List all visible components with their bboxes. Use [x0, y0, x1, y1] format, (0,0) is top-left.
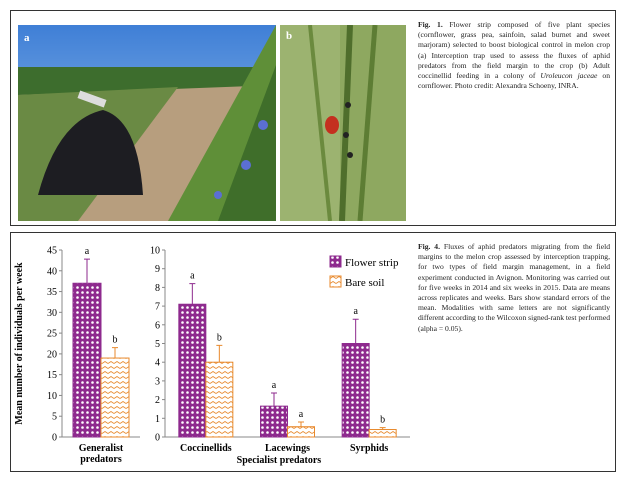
y-tick-label: 5: [52, 412, 57, 423]
error-bar: [352, 318, 359, 344]
legend-swatch: [329, 255, 342, 268]
y-tick-label: 45: [47, 246, 57, 257]
y-tick-label: 4: [155, 358, 160, 369]
y-tick-label: 1: [155, 414, 160, 425]
legend-swatch: [329, 275, 342, 288]
bar: [341, 343, 370, 438]
x-tick-label: Coccinellids: [179, 443, 232, 454]
significance-letter: a: [353, 306, 358, 317]
error-bar: [298, 421, 304, 427]
y-tick-label: 15: [47, 370, 57, 381]
significance-letter: a: [190, 271, 195, 282]
bar: [368, 429, 397, 438]
significance-letter: b: [113, 335, 118, 346]
y-tick-label: 0: [155, 433, 160, 444]
significance-letter: b: [217, 332, 222, 343]
caption-text: on cornflower. Photo credit: Alexandra S…: [418, 71, 610, 91]
figure-4: [10, 232, 616, 472]
bar: [287, 426, 315, 438]
significance-letter: a: [299, 409, 304, 420]
significance-letter: a: [85, 246, 90, 257]
y-tick-label: 2: [155, 395, 160, 406]
y-axis-label: Mean number of individuals per week: [14, 262, 25, 425]
photo-b: b: [280, 25, 406, 221]
significance-letter: b: [380, 415, 385, 426]
y-tick-label: 10: [47, 391, 57, 402]
x-tick-label: Lacewings: [265, 443, 310, 454]
y-tick-label: 6: [155, 320, 160, 331]
caption-text: Flower strip composed of five plant spec…: [418, 20, 610, 81]
y-tick-label: 10: [150, 246, 160, 257]
y-tick-label: 9: [155, 264, 160, 275]
bar: [72, 282, 102, 438]
caption-italic: Uroleucon jaceae: [540, 71, 598, 81]
bar: [178, 303, 207, 438]
y-tick-label: 7: [155, 302, 160, 313]
panel-label: a: [24, 32, 30, 44]
figure-4-caption: Fig. 4. Fluxes of aphid predators migrat…: [418, 242, 610, 334]
caption-label: Fig. 1.: [418, 20, 443, 29]
y-tick-label: 8: [155, 283, 160, 294]
error-bar: [271, 392, 277, 407]
significance-letter: a: [272, 380, 277, 391]
y-tick-label: 3: [155, 376, 160, 387]
caption-label: Fig. 4.: [418, 242, 440, 251]
group-label: Specialist predators: [236, 455, 322, 466]
y-tick-label: 20: [47, 349, 57, 360]
legend-label: Bare soil: [345, 277, 384, 289]
error-bar: [112, 347, 118, 359]
y-tick-label: 35: [47, 287, 57, 298]
y-tick-label: 25: [47, 329, 57, 340]
panel-label: b: [286, 30, 292, 42]
legend-label: Flower strip: [345, 257, 399, 269]
error-bar: [84, 258, 90, 284]
photo-a: a: [18, 25, 276, 221]
bar: [100, 357, 130, 438]
error-bar: [189, 283, 196, 305]
figure-1: [10, 10, 616, 226]
y-tick-label: 40: [47, 266, 57, 277]
y-tick-label: 30: [47, 308, 57, 319]
error-bar: [379, 427, 386, 430]
y-tick-label: 5: [155, 339, 160, 350]
figure-1-caption: Fig. 1. Flower strip composed of five pl…: [418, 20, 610, 91]
caption-text: Fluxes of aphid predators migrating from…: [418, 242, 610, 333]
bar: [205, 361, 234, 438]
x-tick-label: Generalist predators: [78, 443, 124, 465]
bar: [260, 405, 288, 438]
y-tick-label: 0: [52, 433, 57, 444]
x-tick-label: Syrphids: [349, 443, 389, 454]
error-bar: [216, 344, 223, 363]
